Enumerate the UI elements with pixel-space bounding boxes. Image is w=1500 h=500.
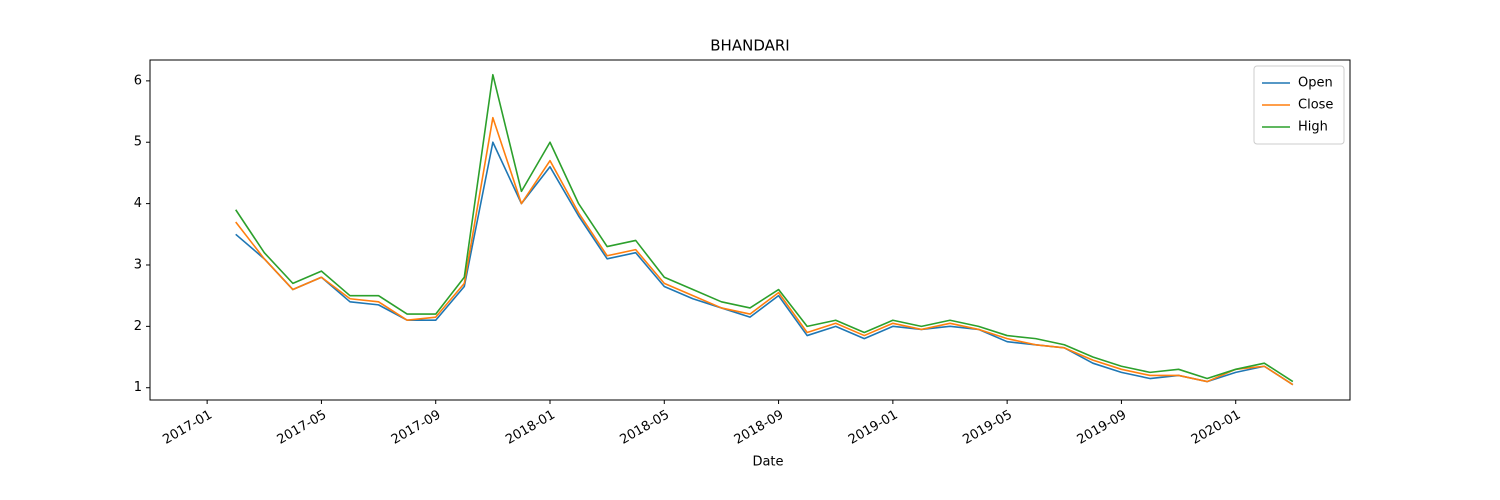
x-tick-label: 2018-01 [503, 408, 558, 448]
series-line [235, 73, 1294, 383]
x-tick-label: 2020-01 [1189, 408, 1244, 448]
series-line [235, 116, 1294, 386]
series-line [235, 141, 1294, 386]
y-tick-label: 1 [134, 380, 142, 395]
y-tick-label: 4 [134, 196, 142, 211]
y-tick-label: 5 [134, 135, 142, 150]
y-tick-label: 3 [134, 257, 142, 272]
x-tick-label: 2017-05 [275, 408, 330, 448]
x-tick-label: 2018-05 [617, 408, 672, 448]
legend-label: Close [1298, 98, 1333, 113]
y-tick-label: 6 [134, 73, 142, 88]
y-tick-label: 2 [134, 319, 142, 334]
legend-label: High [1298, 120, 1328, 135]
x-tick-label: 2017-09 [389, 408, 444, 448]
x-tick-label: 2019-01 [846, 408, 901, 448]
x-axis-label: Date [752, 455, 783, 470]
x-tick-label: 2017-01 [160, 408, 215, 448]
x-tick-label: 2018-09 [732, 408, 787, 448]
chart-title: BHANDARI [710, 37, 789, 55]
x-tick-label: 2019-09 [1075, 408, 1130, 448]
plot-frame [149, 59, 1351, 401]
legend-label: Open [1298, 76, 1333, 91]
legend-box [1253, 65, 1345, 145]
x-tick-label: 2019-05 [960, 408, 1015, 448]
